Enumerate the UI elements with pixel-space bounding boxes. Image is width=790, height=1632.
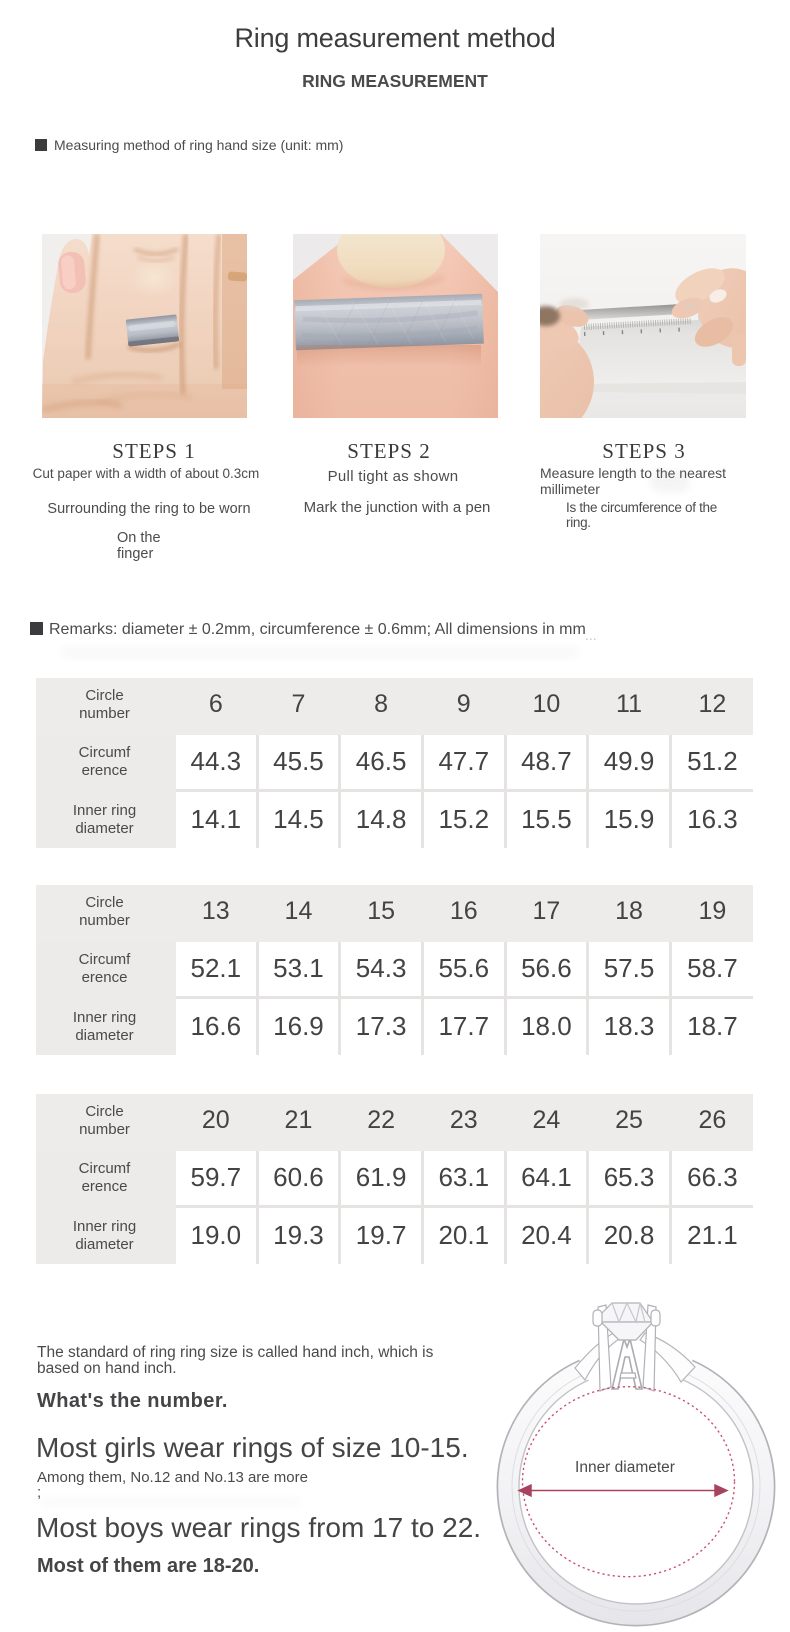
svg-text:Inner diameter: Inner diameter [575, 1459, 675, 1476]
